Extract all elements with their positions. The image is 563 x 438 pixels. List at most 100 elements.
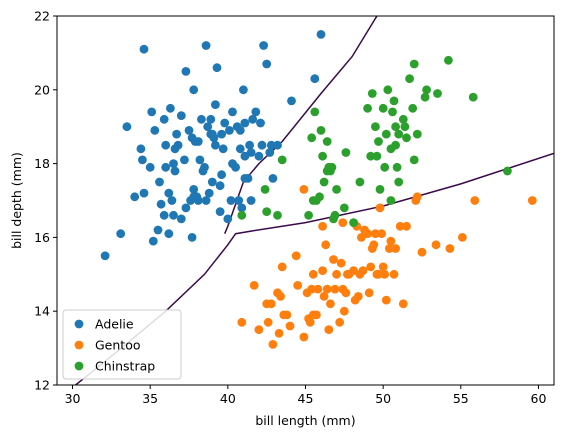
data-point-adelie bbox=[147, 107, 157, 117]
data-point-gentoo bbox=[391, 244, 400, 253]
data-point-adelie bbox=[201, 41, 211, 50]
data-point-adelie bbox=[204, 188, 214, 198]
data-point-chinstrap bbox=[388, 107, 397, 117]
data-point-chinstrap bbox=[444, 55, 453, 65]
data-point-chinstrap bbox=[262, 207, 272, 217]
data-point-chinstrap bbox=[412, 129, 422, 139]
data-point-adelie bbox=[197, 114, 206, 124]
data-point-chinstrap bbox=[322, 137, 332, 146]
x-tick-label: 35 bbox=[142, 391, 158, 406]
data-point-gentoo bbox=[312, 310, 321, 320]
data-point-adelie bbox=[166, 103, 175, 113]
data-point-chinstrap bbox=[277, 155, 287, 165]
data-point-adelie bbox=[203, 122, 213, 132]
data-point-gentoo bbox=[263, 317, 273, 327]
data-point-adelie bbox=[206, 114, 216, 124]
data-point-adelie bbox=[231, 162, 241, 172]
data-point-adelie bbox=[265, 148, 275, 157]
data-point-chinstrap bbox=[366, 151, 376, 161]
data-point-gentoo bbox=[375, 203, 385, 213]
x-axis-ticks: 30 35 40 45 50 55 60 bbox=[65, 385, 546, 406]
data-point-chinstrap bbox=[327, 162, 337, 172]
data-point-adelie bbox=[212, 63, 222, 73]
data-point-chinstrap bbox=[392, 162, 402, 172]
data-point-chinstrap bbox=[237, 210, 247, 220]
data-point-gentoo bbox=[266, 299, 276, 309]
data-point-adelie bbox=[181, 67, 191, 76]
data-point-adelie bbox=[176, 214, 186, 224]
data-point-chinstrap bbox=[339, 203, 349, 213]
data-point-adelie bbox=[240, 174, 250, 183]
data-point-gentoo bbox=[366, 262, 376, 272]
data-point-adelie bbox=[262, 59, 272, 69]
data-point-gentoo bbox=[237, 317, 247, 327]
x-tick-label: 50 bbox=[375, 391, 391, 406]
data-point-adelie bbox=[159, 210, 169, 220]
data-point-gentoo bbox=[307, 284, 317, 294]
data-point-gentoo bbox=[274, 328, 284, 338]
data-point-chinstrap bbox=[386, 196, 396, 205]
data-point-chinstrap bbox=[374, 137, 383, 146]
data-point-adelie bbox=[150, 125, 160, 135]
data-point-gentoo bbox=[338, 218, 348, 228]
data-point-adelie bbox=[130, 192, 140, 202]
data-point-adelie bbox=[220, 118, 230, 128]
data-point-adelie bbox=[237, 203, 247, 213]
data-point-adelie bbox=[215, 181, 225, 191]
data-point-gentoo bbox=[324, 325, 334, 334]
data-point-gentoo bbox=[332, 269, 341, 279]
data-point-adelie bbox=[169, 210, 178, 220]
data-point-adelie bbox=[207, 129, 217, 139]
data-point-chinstrap bbox=[310, 107, 320, 117]
data-point-chinstrap bbox=[372, 151, 382, 161]
data-point-adelie bbox=[228, 107, 237, 117]
data-point-adelie bbox=[170, 166, 180, 176]
data-point-chinstrap bbox=[307, 133, 317, 143]
y-tick-label: 22 bbox=[34, 9, 50, 24]
data-point-adelie bbox=[156, 199, 166, 209]
data-point-gentoo bbox=[277, 262, 287, 272]
data-point-gentoo bbox=[308, 269, 318, 279]
legend-marker-chinstrap bbox=[74, 361, 84, 371]
data-point-chinstrap bbox=[394, 177, 404, 187]
data-point-gentoo bbox=[282, 310, 292, 320]
data-point-adelie bbox=[189, 185, 199, 194]
data-point-adelie bbox=[159, 114, 169, 124]
x-tick-label: 30 bbox=[65, 391, 81, 406]
data-point-adelie bbox=[218, 144, 228, 154]
data-point-adelie bbox=[254, 151, 264, 161]
data-point-chinstrap bbox=[304, 210, 313, 220]
data-point-adelie bbox=[139, 188, 149, 198]
data-point-gentoo bbox=[445, 244, 455, 253]
data-point-gentoo bbox=[398, 299, 408, 309]
data-point-gentoo bbox=[339, 306, 349, 316]
data-point-chinstrap bbox=[315, 192, 324, 202]
data-point-chinstrap bbox=[433, 89, 442, 98]
data-point-gentoo bbox=[395, 221, 405, 231]
data-point-gentoo bbox=[299, 185, 309, 194]
data-point-adelie bbox=[257, 140, 267, 150]
legend-box bbox=[62, 309, 182, 380]
data-point-adelie bbox=[235, 125, 245, 135]
data-point-chinstrap bbox=[383, 85, 393, 95]
data-point-adelie bbox=[248, 114, 258, 124]
data-point-gentoo bbox=[285, 321, 295, 331]
data-point-chinstrap bbox=[349, 218, 358, 228]
data-point-chinstrap bbox=[367, 89, 377, 98]
data-point-gentoo bbox=[363, 229, 372, 239]
data-point-adelie bbox=[234, 196, 244, 205]
data-point-adelie bbox=[169, 159, 178, 169]
data-point-adelie bbox=[170, 144, 180, 154]
data-point-chinstrap bbox=[389, 96, 399, 106]
data-point-chinstrap bbox=[319, 177, 329, 187]
data-point-adelie bbox=[176, 111, 186, 120]
data-point-adelie bbox=[164, 229, 174, 239]
x-tick-label: 40 bbox=[220, 391, 236, 406]
data-point-gentoo bbox=[291, 251, 301, 261]
data-point-gentoo bbox=[380, 269, 390, 279]
data-point-adelie bbox=[189, 192, 199, 202]
x-tick-label: 55 bbox=[453, 391, 469, 406]
data-point-adelie bbox=[193, 137, 203, 146]
data-point-gentoo bbox=[385, 244, 394, 253]
legend-label-chinstrap: Chinstrap bbox=[95, 359, 155, 374]
